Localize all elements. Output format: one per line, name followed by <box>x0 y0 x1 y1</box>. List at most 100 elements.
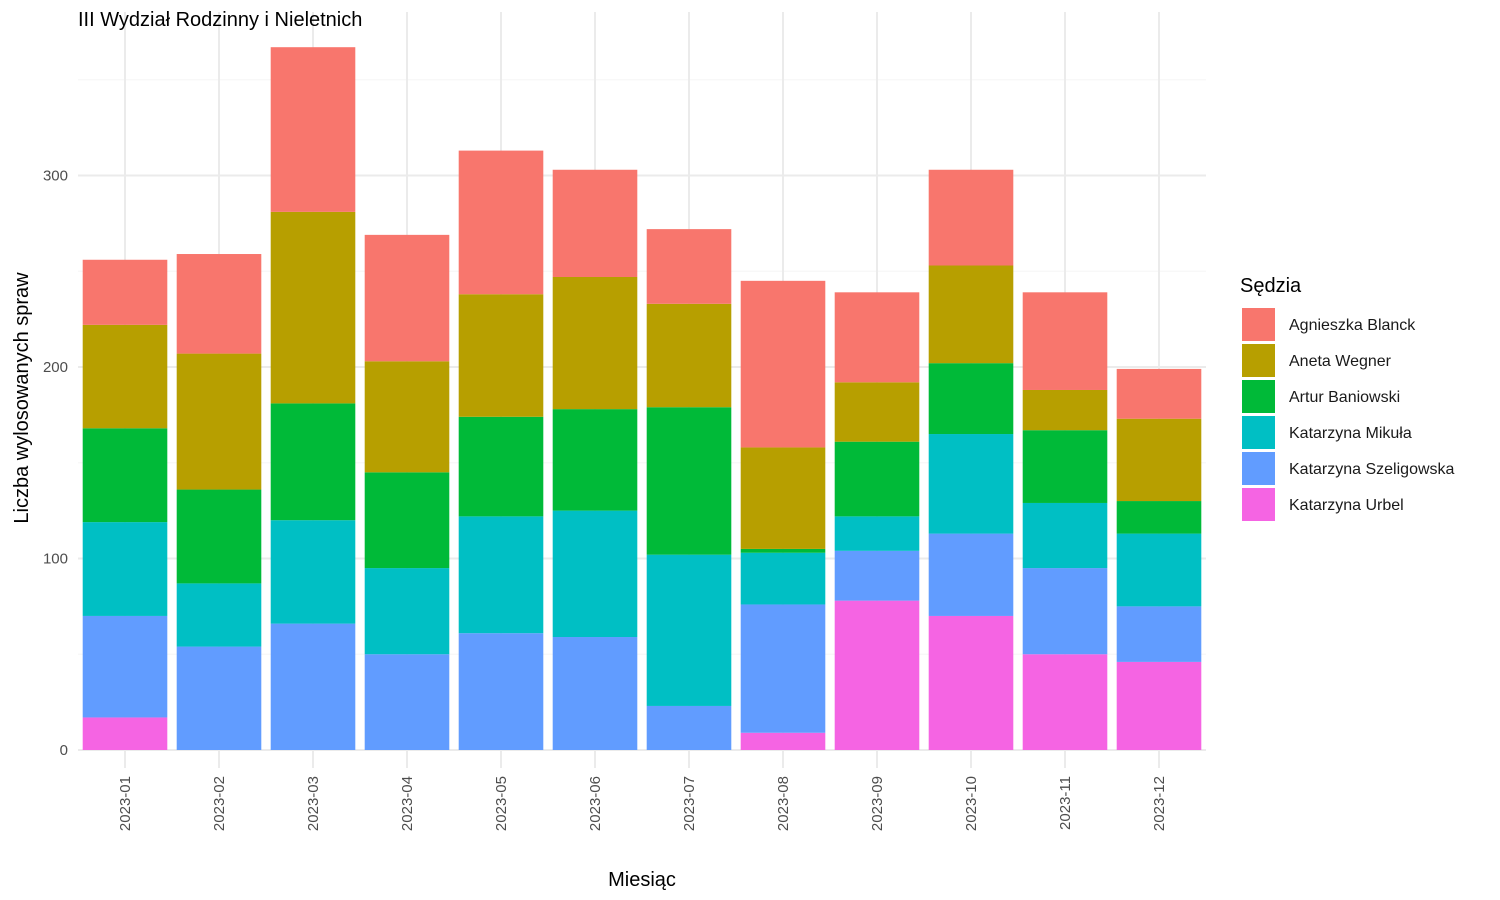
bar-segment <box>834 516 920 551</box>
bar-segment <box>82 324 168 429</box>
x-tick-label: 2023-06 <box>587 776 604 831</box>
x-tick-label: 2023-03 <box>305 776 322 831</box>
bar-segment <box>928 363 1014 435</box>
bar-segment <box>270 403 356 521</box>
bar-segment <box>834 600 920 750</box>
bar-segment <box>364 654 450 750</box>
bar-segment <box>834 550 920 601</box>
bar-segment <box>82 615 168 718</box>
y-tick-label: 200 <box>43 359 68 376</box>
bar-segment <box>928 533 1014 616</box>
bar-segment <box>270 211 356 404</box>
bar-segment <box>1022 430 1108 503</box>
x-tick-label: 2023-08 <box>775 776 792 831</box>
bar-segment <box>176 646 262 750</box>
bar-segment <box>740 604 826 733</box>
bar-segment <box>740 548 826 553</box>
x-tick-label: 2023-10 <box>963 776 980 831</box>
legend-label: Agnieszka Blanck <box>1289 317 1416 334</box>
x-tick-label: 2023-04 <box>399 776 416 831</box>
bar-segment <box>552 510 638 638</box>
bars <box>82 47 1202 750</box>
y-axis-ticks: 0 100 200 300 <box>43 168 68 760</box>
bar-segment <box>270 47 356 212</box>
bar-segment <box>458 150 544 295</box>
bar-segment <box>740 280 826 448</box>
bar-segment <box>1116 606 1202 662</box>
bar-segment <box>552 637 638 750</box>
x-axis-ticks: 2023-01 2023-02 2023-03 2023-04 2023-05 2023-… <box>117 776 1168 831</box>
y-tick-label: 100 <box>43 551 68 568</box>
bar-segment <box>646 554 732 706</box>
x-tick-label: 2023-05 <box>493 776 510 831</box>
bar-segment <box>458 294 544 417</box>
bar-segment <box>458 416 544 517</box>
legend-swatch <box>1242 308 1275 341</box>
bar-segment <box>1022 389 1108 431</box>
bar-segment <box>552 276 638 410</box>
bar-segment <box>834 441 920 517</box>
bar-segment <box>82 717 168 750</box>
legend-label: Katarzyna Urbel <box>1289 497 1404 514</box>
y-tick-label: 300 <box>43 168 68 185</box>
bar-segment <box>646 705 732 750</box>
bar-segment <box>928 434 1014 534</box>
bar-segment <box>364 361 450 473</box>
chart-title: III Wydział Rodzinny i Nieletnich <box>78 9 362 31</box>
x-tick-label: 2023-11 <box>1057 776 1074 830</box>
legend-label: Katarzyna Szeligowska <box>1289 461 1455 478</box>
bar-segment <box>552 169 638 277</box>
legend-label: Artur Baniowski <box>1289 389 1400 406</box>
bar-segment <box>1116 501 1202 534</box>
bar-segment <box>176 489 262 584</box>
bar-segment <box>82 259 168 325</box>
x-tick-label: 2023-02 <box>211 776 228 831</box>
legend-swatch <box>1242 344 1275 377</box>
x-tick-label: 2023-09 <box>869 776 886 831</box>
legend-swatch <box>1242 380 1275 413</box>
bar-segment <box>646 407 732 555</box>
bar-segment <box>834 382 920 442</box>
bar-segment <box>458 633 544 750</box>
bar-segment <box>928 169 1014 266</box>
bar-segment <box>458 516 544 634</box>
bar-segment <box>1116 418 1202 502</box>
bar-segment <box>1116 368 1202 419</box>
bar-segment <box>176 254 262 354</box>
bar-segment <box>740 447 826 549</box>
x-tick-label: 2023-01 <box>117 776 134 831</box>
bar-segment <box>1022 568 1108 655</box>
bar-segment <box>364 234 450 362</box>
bar-segment <box>1116 661 1202 750</box>
legend-swatch <box>1242 488 1275 521</box>
bar-segment <box>740 732 826 750</box>
bar-segment <box>834 292 920 383</box>
legend-title: Sędzia <box>1240 275 1302 297</box>
bar-segment <box>82 522 168 616</box>
legend: Sędzia Agnieszka Blanck Aneta Wegner Artur… <box>1240 275 1455 521</box>
bar-segment <box>1116 533 1202 607</box>
bar-segment <box>176 583 262 647</box>
x-axis-title: Miesiąc <box>608 869 676 891</box>
bar-segment <box>646 303 732 408</box>
legend-swatch <box>1242 416 1275 449</box>
bar-segment <box>1022 502 1108 569</box>
bar-segment <box>364 472 450 569</box>
bar-segment <box>928 265 1014 364</box>
bar-segment <box>740 552 826 605</box>
bar-segment <box>552 409 638 511</box>
bar-segment <box>928 615 1014 750</box>
bar-segment <box>82 428 168 523</box>
legend-label: Aneta Wegner <box>1289 353 1392 370</box>
x-tick-label: 2023-12 <box>1151 776 1168 831</box>
bar-segment <box>270 520 356 624</box>
bar-segment <box>1022 654 1108 750</box>
y-tick-label: 0 <box>60 742 68 759</box>
bar-segment <box>270 623 356 750</box>
legend-label: Katarzyna Mikuła <box>1289 425 1412 442</box>
bar-segment <box>646 229 732 304</box>
x-tick-label: 2023-07 <box>681 776 698 831</box>
bar-segment <box>364 568 450 655</box>
bar-segment <box>176 353 262 490</box>
